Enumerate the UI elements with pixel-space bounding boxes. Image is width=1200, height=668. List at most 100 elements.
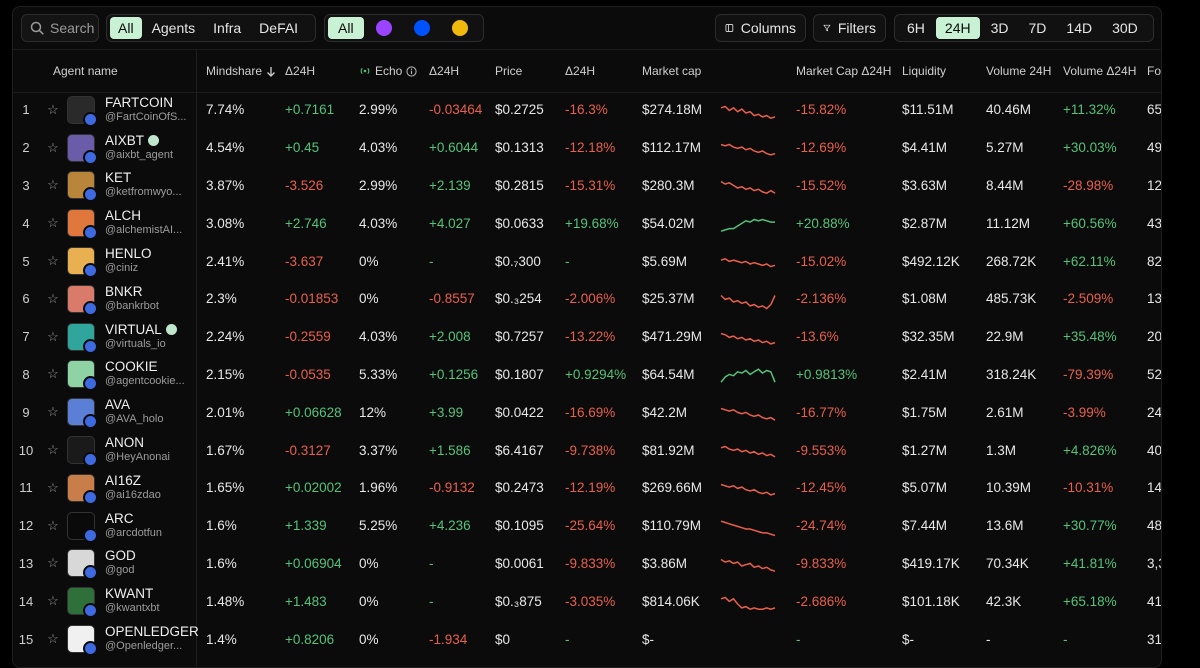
agent-cell[interactable]: ANON @HeyAnonai — [105, 431, 170, 469]
agent-cell[interactable]: AIXBT @aixbt_agent — [105, 129, 173, 167]
star-icon[interactable]: ☆ — [47, 593, 59, 609]
header-volume-delta[interactable]: Volume Δ24H — [1063, 64, 1137, 78]
agent-cell[interactable]: COOKIE @agentcookie... — [105, 356, 185, 394]
sparkline-chart — [720, 408, 776, 422]
sparkline-chart — [720, 258, 776, 268]
header-liquidity[interactable]: Liquidity — [902, 64, 947, 78]
agent-cell[interactable]: GOD @god — [105, 545, 136, 583]
solana-chain-button[interactable] — [366, 17, 402, 39]
star-icon[interactable]: ☆ — [47, 517, 59, 533]
star-icon[interactable]: ☆ — [47, 253, 59, 269]
search-input[interactable]: Search — [50, 20, 95, 36]
chain-all-button[interactable]: All — [328, 17, 364, 39]
agent-cell[interactable]: AVA @AVA_holo — [105, 393, 163, 431]
echo-value: 4.03% — [359, 215, 398, 231]
echo-value: 5.33% — [359, 366, 398, 382]
table-row[interactable]: 7 ☆ VIRTUAL @virtuals_io 2.24% -0.2559 4.03% +2… — [13, 318, 1161, 356]
agent-cell[interactable]: VIRTUAL @virtuals_io — [105, 318, 177, 356]
star-icon[interactable]: ☆ — [47, 442, 59, 458]
star-icon[interactable]: ☆ — [47, 290, 59, 306]
bnb-chain-button[interactable] — [442, 17, 478, 39]
star-icon[interactable]: ☆ — [47, 177, 59, 193]
timeframe-14d[interactable]: 14D — [1066, 20, 1093, 36]
table-row[interactable]: 8 ☆ COOKIE @agentcookie... 2.15% -0.0535 5.33%… — [13, 356, 1161, 394]
table-row[interactable]: 11 ☆ AI16Z @ai16zdao 1.65% +0.02002 1.96% -0.91… — [13, 469, 1161, 507]
search-box[interactable]: Search — [21, 14, 99, 42]
category-tab-defai[interactable]: DeFAI — [259, 20, 299, 36]
table-row[interactable]: 10 ☆ ANON @HeyAnonai 1.67% -0.3127 3.37% +1.586… — [13, 431, 1161, 469]
star-icon[interactable]: ☆ — [47, 479, 59, 495]
price-delta: -25.64% — [565, 518, 616, 534]
agent-cell[interactable]: OPENLEDGER @Openledger... — [105, 620, 199, 658]
table-row[interactable]: 1 ☆ FARTCOIN @FartCoinOfS... 7.74% +0.7161 2.9… — [13, 91, 1161, 129]
table-row[interactable]: 15 ☆ OPENLEDGER @Openledger... 1.4% +0.8206 0%… — [13, 620, 1161, 658]
price-delta: +0.9294% — [565, 366, 627, 382]
header-followers[interactable]: Fo — [1147, 64, 1162, 78]
timeframe-7d[interactable]: 7D — [1028, 20, 1047, 36]
header-echo[interactable]: Echo — [359, 64, 417, 78]
table-row[interactable]: 3 ☆ KET @ketfromwyo... 3.87% -3.526 2.99% +2.13… — [13, 167, 1161, 205]
table-row[interactable]: 5 ☆ HENLO @ciniz 2.41% -3.637 0% - $0.₇300 - $5.69… — [13, 242, 1161, 280]
mindshare-value: 1.65% — [206, 480, 245, 496]
timeframe-30d[interactable]: 30D — [1112, 20, 1138, 36]
echo-value: 2.99% — [359, 177, 398, 193]
price-delta: -9.833% — [565, 555, 616, 571]
agent-cell[interactable]: AI16Z @ai16zdao — [105, 469, 161, 507]
agent-handle: @FartCoinOfS... — [105, 110, 187, 123]
star-icon[interactable]: ☆ — [47, 328, 59, 344]
category-tab-agents[interactable]: Agents — [151, 20, 196, 36]
category-tab-all[interactable]: All — [110, 17, 142, 39]
market-cap-sparkline — [719, 318, 779, 356]
star-icon[interactable]: ☆ — [47, 555, 59, 571]
table-row[interactable]: 14 ☆ KWANT @kwantxbt 1.48% +1.483 0% - $0.₃875 -3… — [13, 582, 1161, 620]
chain-badge-icon — [83, 452, 98, 468]
header-price-delta[interactable]: Δ24H — [565, 64, 596, 78]
price-value: $0.0633 — [495, 215, 544, 231]
agent-cell[interactable]: KET @ketfromwyo... — [105, 167, 182, 205]
agent-cell[interactable]: KWANT @kwantxbt — [105, 582, 160, 620]
agent-cell[interactable]: ARC @arcdotfun — [105, 507, 162, 545]
star-icon[interactable]: ☆ — [47, 215, 59, 231]
agent-cell[interactable]: FARTCOIN @FartCoinOfS... — [105, 91, 186, 129]
agent-name: BNKR — [105, 283, 143, 299]
header-agent-name[interactable]: Agent name — [53, 64, 118, 78]
table-row[interactable]: 9 ☆ AVA @AVA_holo 2.01% +0.06628 12% +3.99 $0.04… — [13, 393, 1161, 431]
star-icon[interactable]: ☆ — [47, 631, 59, 647]
header-mindshare[interactable]: Mindshare — [206, 64, 276, 78]
header-market-cap-delta[interactable]: Market Cap Δ24H — [796, 64, 892, 78]
table-row[interactable]: 4 ☆ ALCH @alchemistAI... 3.08% +2.746 4.03% +4.… — [13, 204, 1161, 242]
star-icon[interactable]: ☆ — [47, 101, 59, 117]
category-tab-infra[interactable]: Infra — [213, 20, 242, 36]
table-row[interactable]: 2 ☆ AIXBT @aixbt_agent 4.54% +0.45 4.03% +0.604… — [13, 129, 1161, 167]
agent-cell[interactable]: HENLO @ciniz — [105, 242, 152, 280]
star-icon[interactable]: ☆ — [47, 139, 59, 155]
mindshare-value: 1.67% — [206, 442, 245, 458]
filters-button[interactable]: Filters — [813, 14, 886, 42]
table-row[interactable]: 6 ☆ BNKR @bankrbot 2.3% -0.01853 0% -0.8557 $0.₃… — [13, 280, 1161, 318]
header-volume[interactable]: Volume 24H — [986, 64, 1052, 78]
timeframe-24h[interactable]: 24H — [935, 17, 980, 39]
header-mindshare-delta[interactable]: Δ24H — [285, 64, 316, 78]
columns-button[interactable]: Columns — [715, 14, 806, 42]
market-cap-value: $112.17M — [642, 140, 702, 156]
header-price[interactable]: Price — [495, 64, 523, 78]
star-icon[interactable]: ☆ — [47, 366, 59, 382]
agent-cell[interactable]: BNKR @bankrbot — [105, 280, 159, 318]
base-chain-button[interactable] — [404, 17, 440, 39]
timeframe-6h[interactable]: 6H — [907, 20, 925, 36]
table-row[interactable]: 12 ☆ ARC @arcdotfun 1.6% +1.339 5.25% +4.236 $0.… — [13, 507, 1161, 545]
echo-delta: - — [429, 555, 434, 571]
market-cap-sparkline — [719, 242, 779, 280]
table-row[interactable]: 13 ☆ GOD @god 1.6% +0.06904 0% - $0.0061 -9.833% $… — [13, 545, 1161, 583]
agent-handle: @AVA_holo — [105, 413, 164, 426]
star-icon[interactable]: ☆ — [47, 404, 59, 420]
timeframe-3d[interactable]: 3D — [990, 20, 1009, 36]
info-icon[interactable] — [406, 65, 417, 77]
header-market-cap[interactable]: Market cap — [642, 64, 702, 78]
sort-desc-icon — [267, 66, 275, 77]
header-echo-delta[interactable]: Δ24H — [429, 64, 460, 78]
agent-cell[interactable]: ALCH @alchemistAI... — [105, 204, 182, 242]
avatar-cell — [67, 242, 98, 280]
followers-value: 65 — [1147, 102, 1162, 118]
agent-name: FARTCOIN — [105, 94, 174, 110]
